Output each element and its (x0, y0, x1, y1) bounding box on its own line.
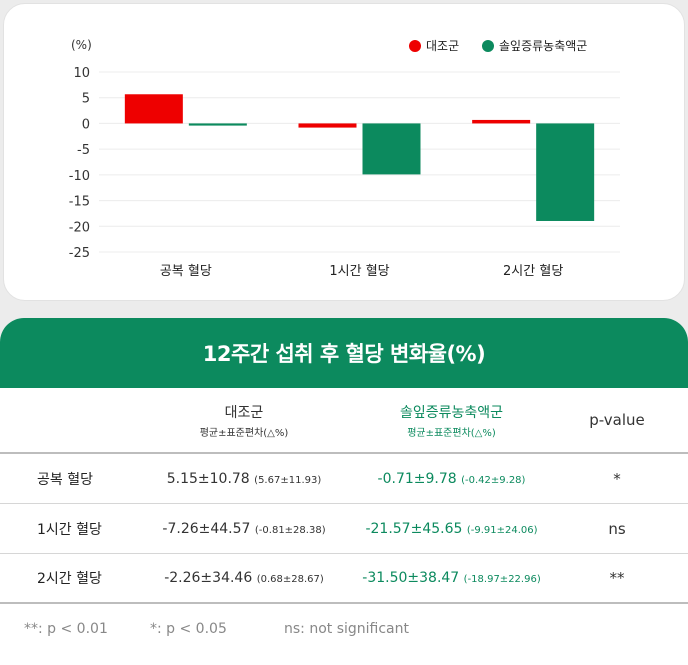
row-label: 1시간 혈당 (37, 521, 102, 538)
bar-treatment (188, 123, 247, 126)
table-header-row: 대조군 평균±표준편차(△%) 솔잎증류농축액군 평균±표준편차(△%) p-v… (0, 388, 688, 454)
chart-card: 10 5 0 -5 -10 -15 -20 -25 (%) 공복 혈당 1시간 혈당 2시간 혈당 대조… (3, 3, 685, 301)
bar-chart: 10 5 0 -5 -10 -15 -20 -25 (%) 공복 혈당 1시간 혈당 2시간 혈당 대조… (69, 38, 620, 279)
legend-marker (482, 40, 494, 52)
x-tick-label: 공복 혈당 (160, 264, 212, 279)
bar-control (472, 119, 531, 124)
legend-marker (409, 40, 421, 52)
bar-treatment (362, 123, 421, 175)
treatment-value: -0.71±9.78 (377, 470, 457, 487)
footnote-single-star: *: p < 0.05 (150, 621, 227, 637)
treatment-value: -21.57±45.65 (365, 520, 463, 537)
y-tick-label: 0 (82, 117, 90, 132)
pvalue-cell: ns (608, 519, 626, 538)
row-label: 2시간 혈당 (37, 571, 102, 587)
table-title: 12주간 섭취 후 혈당 변화율(%) (0, 318, 688, 388)
row-label: 공복 혈당 (37, 471, 93, 488)
control-cell: -2.26±34.46 (0.68±28.67) (143, 570, 345, 586)
y-tick-label: -25 (69, 246, 90, 261)
y-tick-label: 5 (82, 92, 90, 107)
footnotes: **: p < 0.01 *: p < 0.05 ns: not signifi… (0, 614, 688, 644)
header-control-label: 대조군 (224, 404, 264, 421)
header-control: 대조군 평균±표준편차(△%) (143, 402, 345, 439)
bar-control (298, 123, 357, 128)
y-tick-label: -15 (69, 195, 90, 210)
pvalue-cell: ** (609, 569, 625, 587)
footnote-ns: ns: not significant (284, 621, 410, 637)
treatment-delta: (-0.42±9.28) (461, 474, 526, 486)
control-value: -7.26±44.57 (162, 520, 251, 537)
y-tick-label: -20 (69, 220, 90, 235)
header-control-sub: 평균±표준편차(△%) (199, 427, 289, 439)
y-tick-label: 10 (73, 66, 90, 81)
treatment-delta: (-9.91±24.06) (466, 524, 538, 536)
footnote-double-star: **: p < 0.01 (24, 621, 108, 637)
header-treatment-sub: 평균±표준편차(△%) (407, 427, 496, 439)
legend-label: 대조군 (426, 39, 459, 53)
pvalue-cell: * (613, 469, 621, 488)
bar-control (124, 94, 183, 124)
control-value: 5.15±10.78 (166, 470, 250, 487)
x-tick-label: 1시간 혈당 (329, 264, 389, 279)
control-delta: (0.68±28.67) (256, 574, 324, 585)
y-axis-unit-label: (%) (71, 38, 92, 52)
control-delta: (5.67±11.93) (254, 474, 322, 486)
results-table-card: 12주간 섭취 후 혈당 변화율(%) 대조군 평균±표준편차(△%) 솔잎증류… (0, 318, 688, 665)
treatment-cell: -31.50±38.47 (-18.97±22.96) (345, 570, 558, 586)
treatment-cell: -21.57±45.65 (-9.91±24.06) (345, 521, 558, 537)
x-tick-label: 2시간 혈당 (503, 264, 563, 279)
control-cell: -7.26±44.57 (-0.81±28.38) (143, 521, 345, 537)
header-treatment-label: 솔잎증류농축액군 (399, 404, 504, 421)
legend-label: 솔잎증류농축액군 (499, 39, 587, 53)
header-pvalue: p-value (589, 411, 645, 429)
control-delta: (-0.81±28.38) (254, 524, 326, 536)
y-tick-label: -5 (77, 143, 90, 158)
y-tick-label: -10 (69, 169, 90, 184)
control-value: -2.26±34.46 (164, 570, 253, 586)
control-cell: 5.15±10.78 (5.67±11.93) (143, 471, 345, 487)
bar-treatment (536, 123, 595, 221)
header-treatment: 솔잎증류농축액군 평균±표준편차(△%) (345, 402, 558, 439)
treatment-cell: -0.71±9.78 (-0.42±9.28) (345, 471, 558, 487)
table-row: 2시간 혈당 -2.26±34.46 (0.68±28.67) -31.50±3… (0, 554, 688, 604)
table-row: 1시간 혈당 -7.26±44.57 (-0.81±28.38) -21.57±… (0, 504, 688, 554)
table-row: 공복 혈당 5.15±10.78 (5.67±11.93) -0.71±9.78… (0, 454, 688, 504)
treatment-delta: (-18.97±22.96) (463, 574, 541, 585)
treatment-value: -31.50±38.47 (362, 570, 460, 586)
